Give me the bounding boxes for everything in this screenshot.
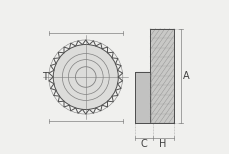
Text: C: C bbox=[141, 139, 147, 149]
Text: T: T bbox=[42, 72, 47, 82]
Text: H: H bbox=[159, 139, 166, 149]
Text: A: A bbox=[183, 71, 190, 81]
FancyBboxPatch shape bbox=[150, 29, 174, 123]
Circle shape bbox=[53, 45, 118, 109]
FancyBboxPatch shape bbox=[135, 72, 153, 123]
